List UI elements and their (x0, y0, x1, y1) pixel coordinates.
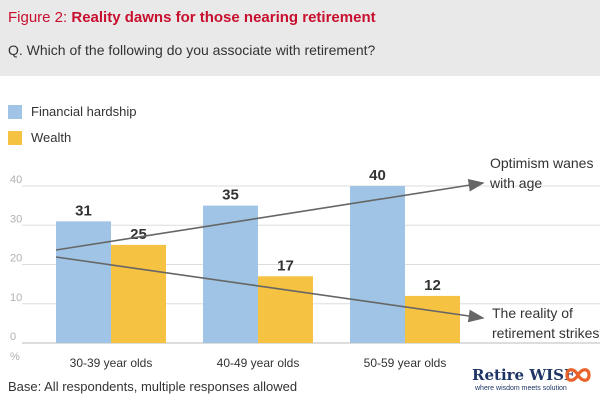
data-label-wealth-50-59-year-olds: 12 (424, 277, 441, 294)
legend-label-wealth: Wealth (31, 130, 72, 145)
legend-item-financial-hardship: Financial hardship (8, 104, 137, 119)
data-label-wealth-40-49-year-olds: 17 (277, 257, 294, 274)
brand-tagline: where wisdom meets solution (475, 385, 567, 392)
footnote: Base: All respondents, multiple response… (8, 379, 298, 394)
figure-title-text: Reality dawns for those nearing retireme… (71, 9, 376, 26)
data-label-financial-hardship-50-59-year-olds: 40 (369, 167, 386, 184)
bar-financial-hardship-30-39-year-olds (56, 221, 111, 343)
trend-arrow-up (55, 178, 485, 251)
infinity-icon (565, 368, 591, 382)
data-label-financial-hardship-30-39-year-olds: 31 (75, 202, 92, 219)
brand-name: Retire WISE (472, 366, 575, 384)
figure-title: Figure 2: Reality dawns for those nearin… (8, 9, 376, 26)
x-tick-label-40-49-year-olds: 40-49 year olds (217, 356, 300, 370)
trend-arrow-down (55, 256, 485, 323)
x-tick-label-30-39-year-olds: 30-39 year olds (70, 356, 153, 370)
y-tick-label: 0 (10, 331, 16, 343)
legend-label-financial-hardship: Financial hardship (31, 104, 137, 119)
survey-question: Q. Which of the following do you associa… (8, 42, 376, 58)
annotation-line1-up: Optimism wanes (490, 155, 593, 171)
bar-wealth-50-59-year-olds (405, 295, 460, 343)
legend-swatch-financial-hardship (8, 104, 22, 119)
figure-header: Figure 2: Reality dawns for those nearin… (0, 0, 600, 76)
y-tick-label: 10 (10, 292, 22, 304)
y-tick-label: 40 (10, 174, 22, 186)
data-label-wealth-30-39-year-olds: 25 (130, 226, 147, 243)
legend-item-wealth: Wealth (8, 130, 71, 145)
y-tick-label: 20 (10, 253, 22, 265)
legend-swatch-wealth (8, 130, 22, 145)
bar-wealth-30-39-year-olds (111, 244, 166, 343)
bar-financial-hardship-40-49-year-olds (203, 205, 258, 343)
data-label-financial-hardship-40-49-year-olds: 35 (222, 187, 239, 204)
brand-name-part1: Retire (472, 366, 530, 384)
annotation-line1-down: The reality of (492, 305, 573, 321)
y-tick-label: 30 (10, 213, 22, 225)
bar-financial-hardship-50-59-year-olds (350, 186, 405, 343)
annotation-line2-down: retirement strikes (492, 325, 599, 341)
annotation-line2-up: with age (489, 175, 542, 191)
brand-name-part2: WISE (529, 366, 576, 384)
y-axis-unit-label: % (10, 351, 20, 363)
figure-label: Figure 2: (8, 9, 68, 26)
x-tick-label-50-59-year-olds: 50-59 year olds (364, 356, 447, 370)
